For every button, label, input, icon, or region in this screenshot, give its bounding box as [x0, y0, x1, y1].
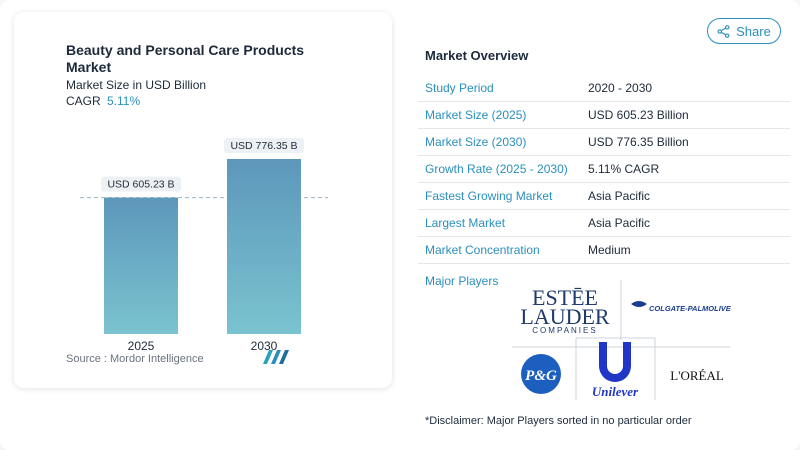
bar-2025 [104, 197, 178, 334]
overview-row: Market Size (2030) USD 776.35 Billion [418, 129, 790, 156]
overview-key: Market Size (2025) [425, 108, 527, 122]
overview-value: 2020 - 2030 [588, 81, 653, 95]
overview-value: USD 605.23 Billion [588, 108, 689, 122]
overview-value: Medium [588, 243, 631, 257]
overview-row: Market Size (2025) USD 605.23 Billion [418, 102, 790, 129]
overview-key: Largest Market [425, 216, 506, 230]
share-button[interactable]: Share [707, 18, 781, 44]
overview-key: Fastest Growing Market [425, 189, 553, 203]
overview-row: Largest Market Asia Pacific [418, 210, 790, 237]
overview-value: Asia Pacific [588, 189, 651, 203]
share-icon [717, 24, 730, 38]
colgate-palmolive-logo: COLGATE-PALMOLIVE [631, 301, 732, 313]
loreal-logo: L'ORÉAL [670, 368, 724, 383]
pg-text: P&G [525, 368, 557, 384]
overview-key: Study Period [425, 81, 494, 95]
overview-value: 5.11% CAGR [588, 162, 660, 176]
overview-value: USD 776.35 Billion [588, 135, 689, 149]
estee-line1: ESTĒE [532, 285, 598, 310]
chart-subtitle: Market Size in USD Billion [66, 78, 207, 92]
category-label: 2030 [251, 339, 278, 353]
pg-logo: P&G [521, 354, 561, 394]
overview-row: Growth Rate (2025 - 2030) 5.11% CAGR [418, 156, 790, 183]
value-label: USD 605.23 B [107, 179, 174, 191]
cagr-label: CAGR [66, 94, 101, 108]
category-label: 2025 [128, 339, 155, 353]
overview-key: Market Size (2030) [425, 135, 527, 149]
bar-chart: USD 605.23 B 2025 USD 776.35 B 2030 [80, 138, 328, 353]
market-snapshot-card [14, 12, 392, 388]
cagr-row: CAGR 5.11% [66, 94, 140, 108]
disclaimer-text: *Disclaimer: Major Players sorted in no … [425, 415, 692, 427]
overview-row: Fastest Growing Market Asia Pacific [418, 183, 790, 210]
bar-2030 [227, 159, 301, 334]
major-players-label: Major Players [425, 274, 499, 288]
overview-row: Study Period 2020 - 2030 [418, 75, 790, 102]
value-label-bg [224, 138, 304, 153]
overview-table: Study Period 2020 - 2030 Market Size (20… [418, 75, 790, 264]
overview-title: Market Overview [425, 48, 529, 63]
cagr-value: 5.11% [107, 94, 141, 108]
overview-key: Market Concentration [425, 243, 540, 257]
source-text: Source : Mordor Intelligence [66, 353, 204, 365]
estee-line3: COMPANIES [532, 326, 597, 335]
value-label: USD 776.35 B [230, 140, 297, 152]
share-label: Share [736, 23, 771, 39]
overview-row: Market Concentration Medium [418, 237, 790, 264]
unilever-text: Unilever [592, 384, 639, 399]
estee-line2: LAUDER [520, 304, 610, 329]
overview-key: Growth Rate (2025 - 2030) [425, 162, 568, 176]
estee-lauder-logo: ESTĒE LAUDER COMPANIES [520, 285, 610, 335]
mordor-logo-icon [263, 350, 289, 364]
unilever-logo: Unilever [592, 342, 639, 399]
colgate-text: COLGATE-PALMOLIVE [649, 304, 732, 313]
chart-title: Beauty and Personal Care Products Market [66, 42, 305, 75]
value-label-bg [101, 176, 181, 192]
overview-value: Asia Pacific [588, 216, 651, 230]
